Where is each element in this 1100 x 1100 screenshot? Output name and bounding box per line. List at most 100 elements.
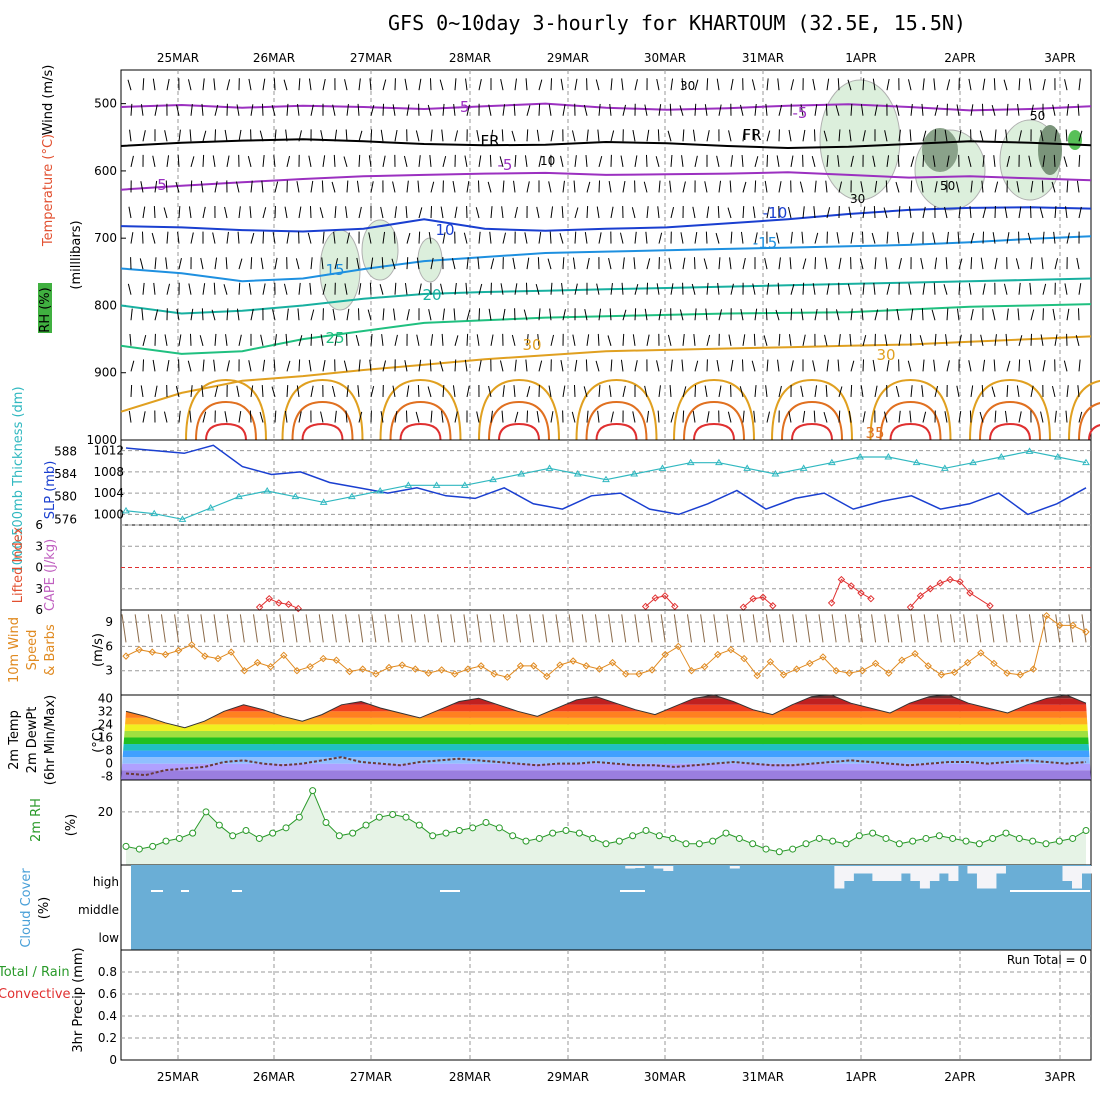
wind-barb: [213, 282, 216, 295]
wind-barb: [226, 360, 230, 372]
wind-tick-label: 3: [105, 664, 113, 678]
wind-barb: [163, 207, 168, 219]
wind-barb: [310, 333, 313, 346]
wind-barb: [139, 258, 144, 270]
wind-barb: [236, 308, 240, 321]
wind-barb: [260, 334, 264, 346]
wind-barb: [310, 180, 314, 193]
warm-contour: [205, 422, 247, 441]
wind-barb: [380, 411, 384, 423]
wind-barb: [898, 129, 901, 142]
wind-barb: [154, 257, 157, 270]
wind-barb: [739, 614, 745, 643]
wind-barb: [1064, 283, 1068, 295]
warm-contour: [478, 378, 560, 441]
wind-barb: [874, 309, 879, 321]
rh-point: [855, 832, 863, 840]
rh-point: [562, 826, 570, 834]
wind-barb: [560, 360, 564, 372]
thickness-point: [630, 470, 639, 477]
wind-barb: [536, 129, 540, 142]
wind-barb: [825, 385, 828, 397]
wind-barb: [130, 103, 133, 116]
wind-barb: [979, 130, 984, 142]
wind-barb: [201, 308, 204, 321]
wind-barb: [298, 78, 301, 91]
wind-barb: [886, 231, 889, 244]
wind-barb: [1029, 282, 1032, 295]
wind-barb: [981, 103, 984, 116]
wind-barb: [152, 155, 156, 167]
wind-barb: [346, 385, 349, 397]
wind-barb: [813, 129, 816, 142]
wind-barb: [706, 334, 711, 346]
wind-barb: [922, 154, 925, 167]
thickness-point: [489, 475, 497, 483]
thickness-point: [545, 464, 554, 471]
wind-barb: [310, 309, 315, 321]
wind-barb: [754, 232, 758, 244]
wind-barb: [536, 411, 540, 423]
rh-point: [882, 834, 890, 842]
wind-barb: [849, 333, 852, 346]
wind-barb: [1063, 156, 1068, 168]
wind-barb: [682, 334, 685, 346]
wind-barb: [202, 154, 205, 167]
isotherm-line: [120, 303, 1092, 355]
wind-barb: [934, 257, 938, 270]
wind-barb: [417, 180, 420, 193]
wind-barb: [598, 308, 602, 321]
wind-barb: [970, 257, 973, 270]
wind-barb: [730, 155, 733, 167]
wind-barb: [982, 359, 986, 372]
wind-barb: [777, 282, 780, 295]
wind-barb: [704, 385, 708, 398]
wind-barb: [478, 155, 482, 167]
thickness-point: [460, 481, 469, 488]
wind-barb: [1028, 359, 1032, 372]
wind-barb: [860, 104, 864, 116]
top-date-axis: 25MAR 26MAR 27MAR 28MAR 29MAR 30MAR 31MAR 1APR 2…: [157, 51, 1076, 65]
rh-point: [642, 826, 650, 834]
wind-barb: [634, 308, 637, 321]
wind-barb: [501, 410, 504, 423]
rh-point: [789, 845, 797, 853]
top-date-label: 3APR: [1044, 51, 1075, 65]
wind-barb: [691, 283, 696, 295]
wind-barb: [1004, 410, 1008, 423]
wind-barb: [501, 206, 504, 219]
wind-speed-point: [319, 654, 327, 663]
thickness-point: [969, 458, 977, 466]
wind-barb: [405, 206, 408, 219]
wind-barb: [464, 155, 468, 167]
wind-barb: [199, 335, 204, 346]
wind-barb: [610, 130, 615, 142]
wind-barb: [752, 206, 756, 219]
wind-barb: [681, 78, 684, 91]
wind-barb: [1030, 333, 1033, 346]
wind-barb: [958, 129, 962, 142]
wind-barb: [550, 130, 554, 142]
contour-label: 10: [435, 221, 454, 239]
wind-barb: [382, 103, 385, 116]
wind-barb: [753, 410, 756, 423]
wind-barb: [225, 257, 228, 270]
wind-barb: [716, 155, 720, 167]
wind-barb: [994, 181, 999, 193]
wind-barb: [526, 333, 529, 346]
thickness-point: [602, 475, 610, 483]
wind-barb: [706, 282, 709, 295]
wind-barb: [279, 614, 285, 643]
wind-barb: [802, 129, 806, 142]
lifted-index-line: [831, 578, 872, 604]
wind-barb: [956, 104, 960, 116]
wind-barb: [394, 334, 398, 346]
rh-point: [829, 837, 837, 845]
wind-barb: [440, 283, 444, 295]
wind-barb: [320, 411, 324, 423]
wind-barb: [273, 359, 276, 372]
wind-barb: [1018, 282, 1021, 295]
wind-barb: [140, 385, 144, 398]
wind-barb: [872, 78, 876, 91]
thickness-point: [1053, 453, 1062, 460]
